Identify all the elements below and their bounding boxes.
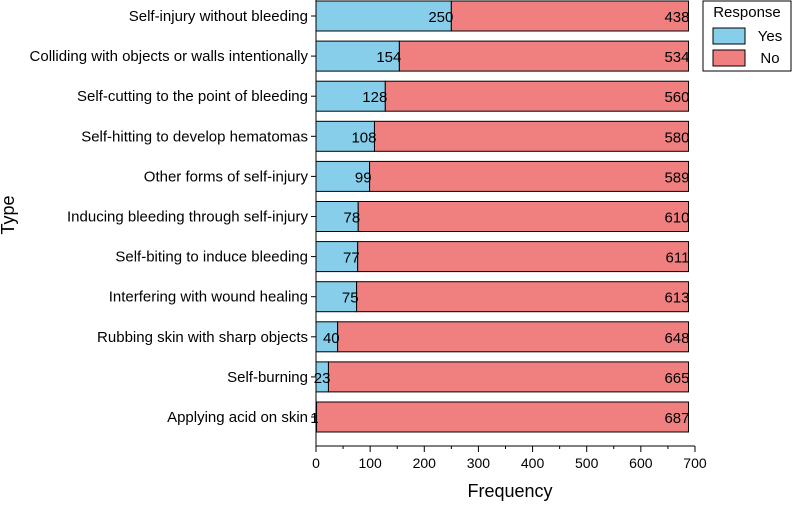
value-label-yes: 250 (428, 9, 453, 26)
value-label-no: 534 (664, 49, 689, 66)
value-label-yes: 23 (314, 370, 331, 387)
value-label-no: 610 (664, 210, 689, 227)
legend: Response Yes No (702, 0, 792, 72)
x-axis: 0 100 200 300 400 500 600 700 (311, 0, 707, 471)
category-label: Applying acid on skin (167, 409, 308, 426)
legend-swatch (712, 27, 746, 45)
legend-label: Yes (758, 28, 782, 45)
legend-swatch (712, 49, 746, 67)
category-label: Self-injury without bleeding (129, 8, 308, 25)
category-label: Other forms of self-injury (144, 168, 309, 185)
value-label-no: 648 (664, 330, 689, 347)
bar-no (356, 281, 689, 313)
value-label-no: 687 (664, 410, 689, 427)
value-label-no: 580 (664, 129, 689, 146)
value-label-yes: 154 (376, 49, 401, 66)
x-tick-label: 700 (683, 455, 707, 471)
bar-no (384, 80, 689, 112)
bar-no (357, 201, 689, 232)
category-label: Self-hitting to develop hematomas (81, 128, 308, 145)
bar-no (450, 0, 689, 32)
value-label-no: 611 (666, 250, 690, 267)
bar-no (398, 40, 689, 72)
value-label-yes: 108 (351, 129, 376, 146)
bar-yes (315, 80, 386, 112)
value-label-no: 613 (664, 290, 689, 307)
value-label-no: 438 (664, 9, 689, 26)
category-label: Colliding with objects or walls intentio… (30, 48, 309, 65)
x-axis-title: Frequency (467, 481, 552, 501)
value-label-yes: 78 (344, 210, 361, 227)
bar-yes (315, 241, 359, 273)
bar-yes (315, 40, 400, 72)
x-tick-label: 200 (413, 455, 437, 471)
value-label-yes: 128 (362, 89, 387, 106)
x-tick-label: 500 (575, 455, 599, 471)
bar-no (369, 160, 689, 192)
category-label: Self-cutting to the point of bleeding (77, 88, 308, 105)
x-tick-label: 600 (629, 455, 653, 471)
legend-items: Yes No (712, 27, 782, 67)
legend-title: Response (713, 4, 781, 21)
category-label: Self-biting to induce bleeding (115, 249, 308, 266)
category-label: Interfering with wound healing (109, 289, 308, 306)
x-tick-label: 0 (312, 455, 320, 471)
value-label-no: 665 (664, 370, 689, 387)
x-tick-label: 400 (521, 455, 545, 471)
category-label: Self-burning (227, 369, 308, 386)
value-label-yes: 75 (342, 290, 359, 307)
y-axis-title: Type (0, 195, 18, 234)
category-label: Rubbing skin with sharp objects (97, 329, 308, 346)
category-label: Inducing bleeding through self-injury (67, 209, 308, 226)
value-labels: 250 438 154 534 128 560 108 580 99 589 78 610 77 611 7… (310, 9, 689, 427)
bar-no (327, 361, 689, 393)
bar-no (357, 241, 689, 273)
value-label-no: 560 (664, 89, 689, 106)
category-labels: Self-injury without bleeding Colliding wi… (30, 8, 309, 426)
bar-yes (315, 160, 371, 192)
bar-no (337, 321, 689, 353)
value-label-yes: 77 (343, 250, 360, 267)
value-label-yes: 99 (355, 169, 372, 186)
bars-layer (315, 0, 689, 433)
value-label-yes: 1 (310, 410, 318, 427)
bar-no (373, 120, 689, 152)
bar-no (316, 401, 689, 433)
value-label-no: 589 (664, 169, 689, 186)
x-tick-label: 300 (467, 455, 491, 471)
bar-yes (315, 0, 452, 32)
legend-label: No (760, 50, 779, 67)
value-label-yes: 40 (323, 330, 340, 347)
x-tick-label: 100 (358, 455, 382, 471)
